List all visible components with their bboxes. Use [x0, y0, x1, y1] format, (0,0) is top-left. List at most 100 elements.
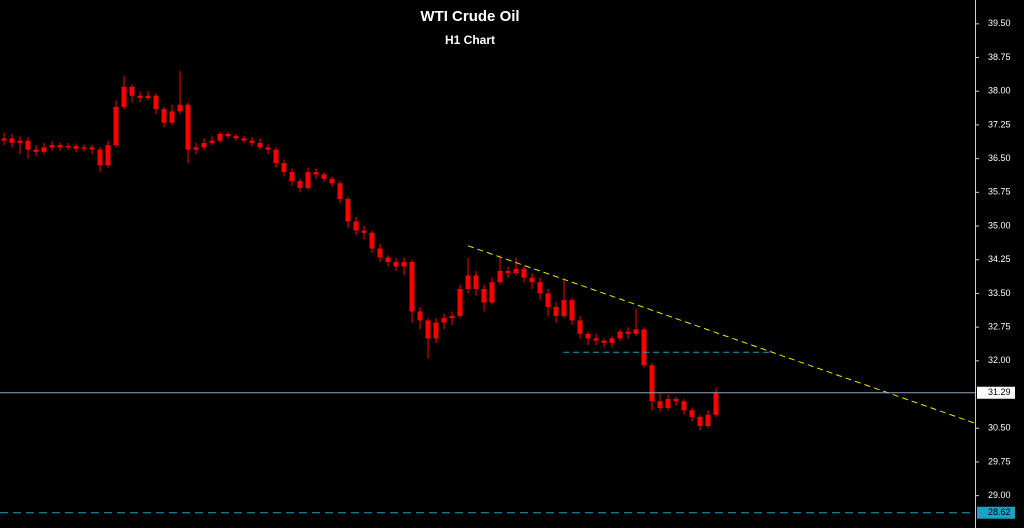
candle-body — [489, 282, 495, 303]
candle-body — [17, 140, 23, 143]
y-tick-label: 37.25 — [988, 119, 1011, 129]
candle-body — [1, 138, 7, 141]
candle-body — [257, 142, 263, 148]
candle-body — [297, 181, 303, 188]
candle-body — [449, 315, 455, 319]
candle-body — [81, 147, 87, 149]
candle-body — [153, 95, 159, 110]
candle-body — [361, 230, 367, 233]
candle-body — [49, 145, 55, 148]
candle-body — [169, 111, 175, 123]
candle-body — [697, 417, 703, 426]
candle-body — [73, 146, 79, 149]
candle-body — [209, 140, 215, 143]
candle-body — [433, 322, 439, 339]
candle-body — [249, 140, 255, 143]
candle-body — [289, 172, 295, 182]
y-tick-label: 38.00 — [988, 86, 1011, 96]
candle-body — [713, 392, 719, 415]
candle-body — [273, 149, 279, 164]
candle-body — [473, 275, 479, 289]
y-tick-label: 29.00 — [988, 490, 1011, 500]
y-tick-label: 35.75 — [988, 187, 1011, 197]
candle-body — [89, 147, 95, 150]
candle-body — [25, 140, 31, 150]
candle-body — [417, 311, 423, 321]
candle-body — [553, 306, 559, 316]
y-tick-label: 35.00 — [988, 220, 1011, 230]
candle-body — [321, 174, 327, 179]
candle-body — [577, 320, 583, 334]
y-tick-label: 39.50 — [988, 18, 1011, 28]
candle-body — [97, 149, 103, 166]
candle-body — [481, 288, 487, 303]
candle-body — [33, 149, 39, 152]
candle-body — [313, 172, 319, 175]
candle-body — [593, 338, 599, 341]
candle-body — [641, 329, 647, 366]
candle-body — [521, 268, 527, 278]
candle-body — [65, 146, 71, 148]
candle-body — [409, 261, 415, 312]
candle-body — [585, 333, 591, 339]
candle-body — [177, 104, 183, 112]
candle-body — [329, 178, 335, 184]
candle-body — [465, 275, 471, 289]
candle-body — [193, 147, 199, 150]
y-tick-label: 33.50 — [988, 288, 1011, 298]
current-price-box — [977, 386, 1015, 399]
candle-body — [233, 136, 239, 139]
candle-body — [113, 106, 119, 146]
candle-body — [145, 95, 151, 98]
support-box — [977, 506, 1015, 519]
candle-body — [369, 232, 375, 249]
candle-body — [569, 300, 575, 321]
candle-body — [649, 365, 655, 402]
candle-body — [617, 331, 623, 339]
candle-body — [57, 145, 63, 148]
candle-body — [609, 338, 615, 343]
candle-body — [185, 104, 191, 150]
candle-body — [345, 199, 351, 222]
candle-body — [657, 401, 663, 409]
current-price-label: 31.29 — [988, 387, 1011, 397]
y-tick-label: 29.75 — [988, 456, 1011, 466]
candle-body — [161, 109, 167, 123]
chart-title: WTI Crude Oil — [420, 8, 519, 25]
y-tick-label: 32.00 — [988, 355, 1011, 365]
y-tick-label: 36.50 — [988, 153, 1011, 163]
y-tick-label: 38.75 — [988, 52, 1011, 62]
candle-body — [337, 183, 343, 200]
candle-body — [265, 147, 271, 150]
candle-body — [689, 410, 695, 418]
candle-body — [201, 142, 207, 148]
candle-body — [425, 320, 431, 339]
candle-body — [377, 248, 383, 258]
candle-body — [137, 95, 143, 98]
support-label: 28.62 — [988, 507, 1011, 517]
candle-body — [441, 318, 447, 323]
y-tick-label: 34.25 — [988, 254, 1011, 264]
candle-body — [353, 221, 359, 231]
candle-body — [673, 399, 679, 402]
candle-body — [225, 133, 231, 137]
candle-body — [129, 86, 135, 96]
candle-body — [561, 300, 567, 316]
candle-body — [105, 145, 111, 166]
candle-body — [217, 133, 223, 141]
candle-body — [537, 282, 543, 294]
candle-body — [41, 147, 47, 152]
chart-subtitle: H1 Chart — [445, 33, 495, 47]
candle-body — [505, 270, 511, 274]
candle-body — [121, 86, 127, 107]
candle-body — [513, 268, 519, 274]
candle-body — [545, 293, 551, 307]
candle-body — [393, 261, 399, 267]
candle-body — [705, 414, 711, 426]
y-tick-label: 30.50 — [988, 423, 1011, 433]
candle-body — [601, 340, 607, 343]
candle-body — [9, 138, 15, 143]
candle-body — [305, 172, 311, 188]
